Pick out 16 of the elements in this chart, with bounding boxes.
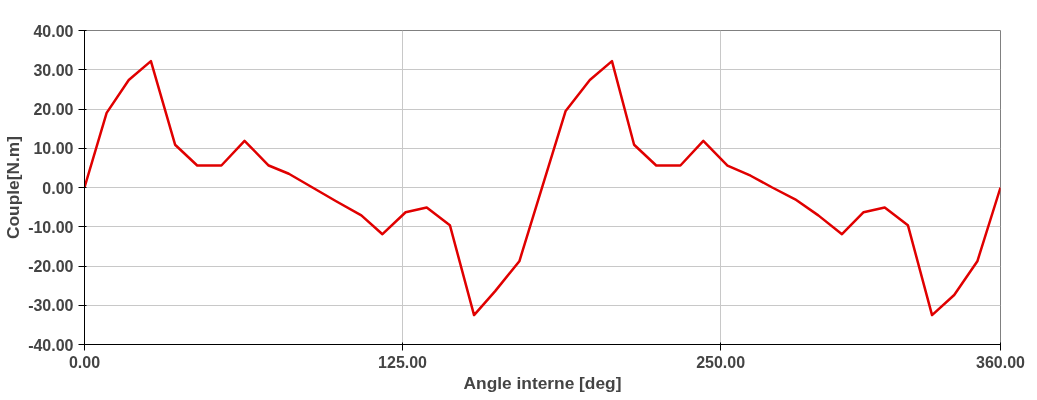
y-tick-label: -10.00 bbox=[28, 218, 74, 236]
line-series bbox=[84, 59, 1001, 317]
x-tick-label: 360.00 bbox=[976, 353, 1026, 371]
x-tick-label: 0.00 bbox=[68, 353, 101, 371]
y-tick-label: -20.00 bbox=[28, 258, 74, 275]
y-tick-label: -40.00 bbox=[28, 336, 74, 354]
y-tick-label: 30.00 bbox=[33, 61, 74, 79]
y-tick-label: 0.00 bbox=[42, 179, 74, 197]
y-axis-title: Couple[N.m] bbox=[3, 136, 24, 239]
y-tick-label: -30.00 bbox=[28, 297, 74, 315]
y-tick-label: 40.00 bbox=[33, 22, 74, 40]
y-tick-label: 20.00 bbox=[33, 101, 74, 118]
x-tick-label: 125.00 bbox=[378, 353, 428, 371]
x-tick-label: 250.00 bbox=[696, 353, 746, 371]
x-axis-title: Angle interne [deg] bbox=[463, 372, 622, 393]
y-tick-label: 10.00 bbox=[33, 140, 74, 158]
